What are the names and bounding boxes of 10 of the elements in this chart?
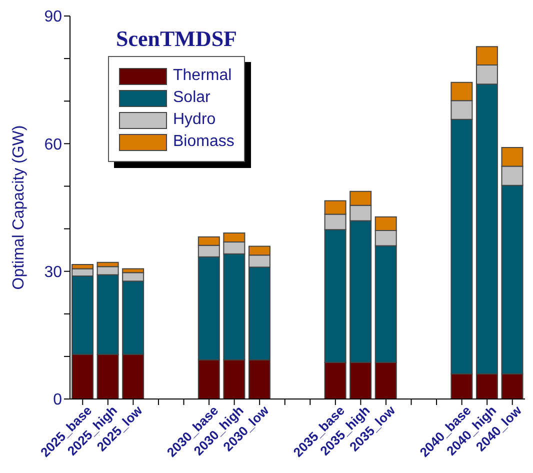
text: ScenTMDSF [116,26,237,52]
y-tick-label: 90 [44,8,62,26]
y-tick-label: 0 [53,392,62,409]
y-tick-label: 60 [44,136,62,154]
y-tick-label: 30 [44,264,62,282]
legend-label: Hydro [173,111,216,129]
legend-label: Biomass [173,133,234,151]
legend-label: Thermal [173,67,232,85]
legend-label: Solar [173,89,210,107]
y-axis-title: Optimal Capacity (GW) [10,125,28,290]
